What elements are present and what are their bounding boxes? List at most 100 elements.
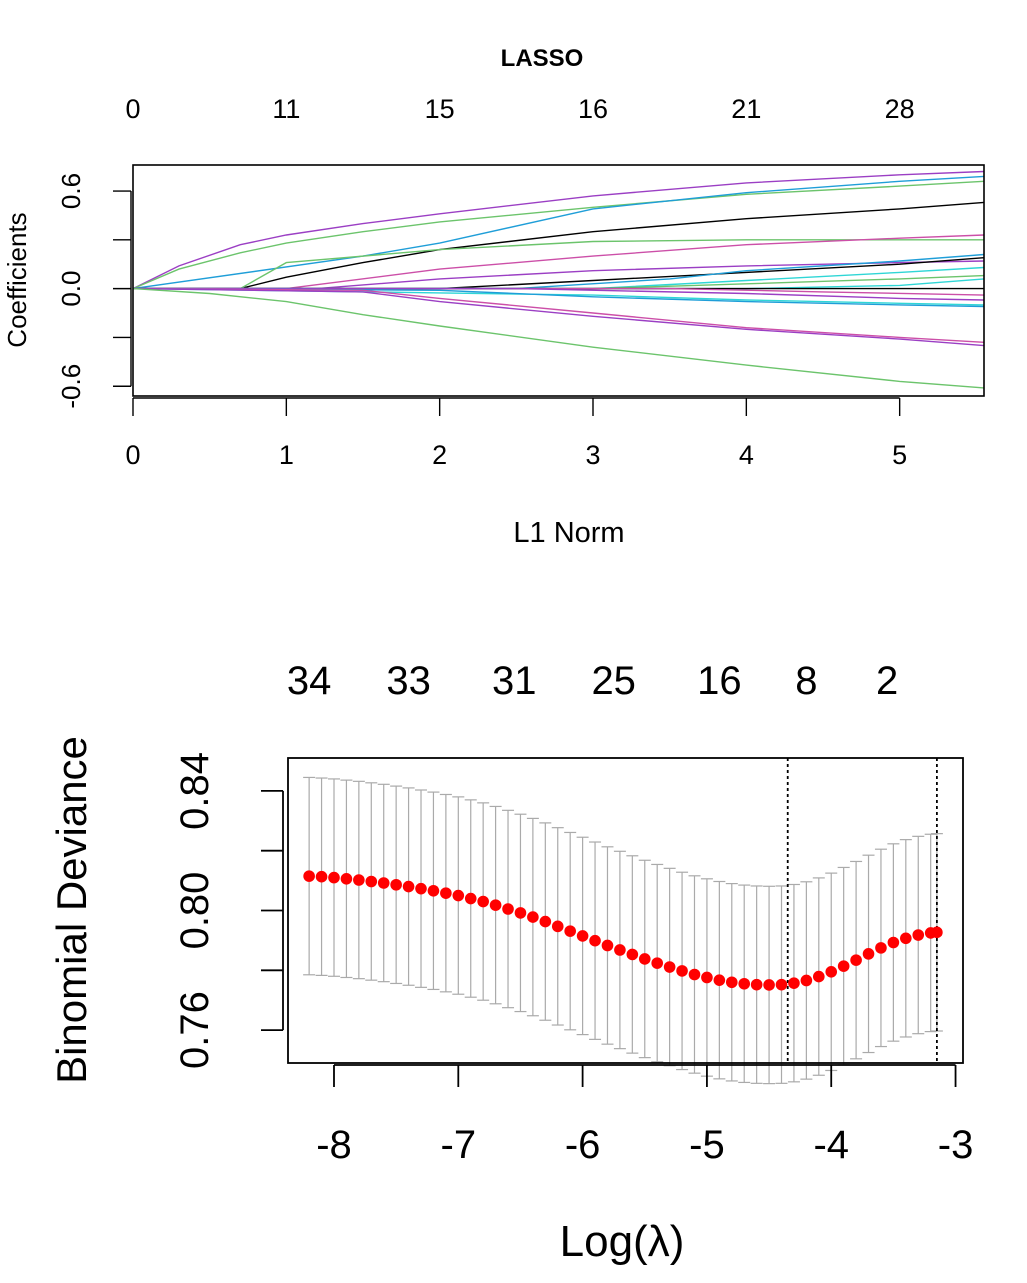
deviance-point: [614, 944, 626, 956]
deviance-point: [514, 907, 527, 919]
deviance-point: [564, 925, 576, 937]
deviance-point: [551, 920, 564, 933]
x-tick-label: -3: [938, 1123, 974, 1167]
top-tick-label: 11: [272, 94, 300, 124]
x-tick-label: 0: [125, 440, 140, 470]
deviance-point: [725, 976, 738, 989]
y-tick-label: 0.6: [56, 173, 86, 209]
coefficient-path-18: [132, 287, 985, 343]
deviance-point: [626, 948, 639, 961]
deviance-point: [489, 899, 502, 911]
top-axis: 0 11 15 16 21 28: [125, 94, 914, 124]
top-tick-label: 34: [287, 659, 332, 703]
coefficient-path-15: [133, 287, 985, 301]
plot-frame: [132, 164, 985, 397]
deviance-point: [701, 971, 713, 984]
y-axis-label: Coefficients: [2, 212, 32, 347]
deviance-point: [912, 929, 925, 941]
deviance-point: [651, 957, 663, 969]
top-tick-label: 2: [876, 659, 898, 703]
deviance-point: [353, 874, 365, 886]
x-tick-label: -8: [316, 1123, 352, 1167]
lasso-path-panel: LASSO 0 11 15 16 21 28 0 1 2 3 4 5 -0.6 0.0 0.6 L1 N…: [2, 45, 985, 549]
coefficient-path-1: [132, 170, 985, 290]
deviance-point: [837, 960, 850, 972]
deviance-point: [440, 887, 452, 899]
deviance-point: [800, 974, 813, 987]
deviance-point: [738, 977, 751, 990]
top-tick-label: 16: [697, 659, 742, 703]
x-tick-label: -6: [565, 1123, 601, 1167]
x-axis: -8 -7 -6 -5 -4 -3: [316, 1064, 974, 1167]
y-axis-label: Binomial Deviance: [48, 736, 95, 1084]
x-tick-label: 5: [892, 440, 907, 470]
top-tick-label: 8: [795, 659, 817, 703]
y-tick-label: 0.0: [56, 271, 86, 307]
deviance-point: [340, 873, 353, 885]
deviance-point: [576, 930, 589, 942]
deviance-point: [688, 968, 701, 981]
deviance-point: [390, 878, 402, 891]
y-tick-label: -0.6: [56, 364, 86, 409]
coefficient-paths: [132, 170, 985, 389]
deviance-point: [328, 871, 340, 884]
deviance-point: [315, 870, 328, 883]
deviance-point: [377, 877, 390, 889]
deviance-point: [931, 926, 943, 939]
deviance-point: [402, 880, 415, 893]
y-tick-label: 0.80: [173, 872, 217, 950]
coefficient-path-2: [132, 180, 985, 290]
x-tick-label: -4: [813, 1123, 849, 1167]
deviance-point: [900, 932, 912, 945]
deviance-point: [589, 934, 601, 947]
x-axis: 0 1 2 3 4 5: [125, 397, 907, 470]
deviance-point: [813, 970, 825, 983]
deviance-point: [713, 974, 726, 986]
deviance-point: [676, 965, 688, 977]
y-tick-label: 0.76: [173, 991, 217, 1069]
top-tick-label: 15: [425, 94, 455, 124]
deviance-point: [452, 889, 465, 902]
y-tick-label: 0.84: [173, 752, 217, 830]
deviance-point: [638, 953, 651, 965]
coefficient-path-16: [132, 287, 985, 306]
deviance-point: [365, 875, 378, 888]
top-tick-label: 31: [492, 659, 537, 703]
y-axis: -0.6 0.0 0.6: [56, 173, 132, 409]
deviance-point: [415, 882, 427, 895]
deviance-point: [527, 911, 539, 923]
deviance-point: [539, 915, 552, 928]
top-tick-label: 28: [885, 94, 915, 124]
deviance-point: [663, 961, 676, 973]
cv-deviance-panel: 34 33 31 25 16 8 2 -8 -7 -6 -5 -4 -3 0.76 0.80 0.84 L…: [48, 659, 973, 1266]
deviance-point: [477, 895, 489, 908]
lambda-reference-lines: [786, 758, 938, 1063]
deviance-points: [303, 870, 943, 991]
top-tick-label: 25: [591, 659, 636, 703]
coefficient-path-17: [132, 287, 985, 308]
deviance-point: [303, 870, 315, 882]
deviance-point: [502, 903, 514, 915]
deviance-point: [862, 948, 875, 960]
deviance-point: [887, 936, 900, 949]
top-tick-label: 0: [125, 94, 140, 124]
deviance-point: [750, 978, 763, 991]
deviance-point: [601, 939, 614, 952]
x-tick-label: -5: [689, 1123, 725, 1167]
x-axis-label: L1 Norm: [513, 517, 624, 549]
x-tick-label: 3: [585, 440, 600, 470]
deviance-point: [788, 977, 800, 989]
deviance-point: [763, 979, 775, 991]
coefficient-path-19: [132, 287, 985, 347]
deviance-point: [825, 965, 838, 978]
deviance-point: [875, 942, 887, 954]
x-tick-label: 1: [279, 440, 294, 470]
deviance-point: [775, 978, 788, 991]
deviance-point: [850, 954, 862, 966]
top-tick-label: 16: [578, 94, 608, 124]
x-axis-label: Log(λ): [560, 1217, 685, 1266]
deviance-point: [427, 884, 440, 897]
top-axis: 34 33 31 25 16 8 2: [287, 659, 898, 703]
x-tick-label: 2: [432, 440, 447, 470]
